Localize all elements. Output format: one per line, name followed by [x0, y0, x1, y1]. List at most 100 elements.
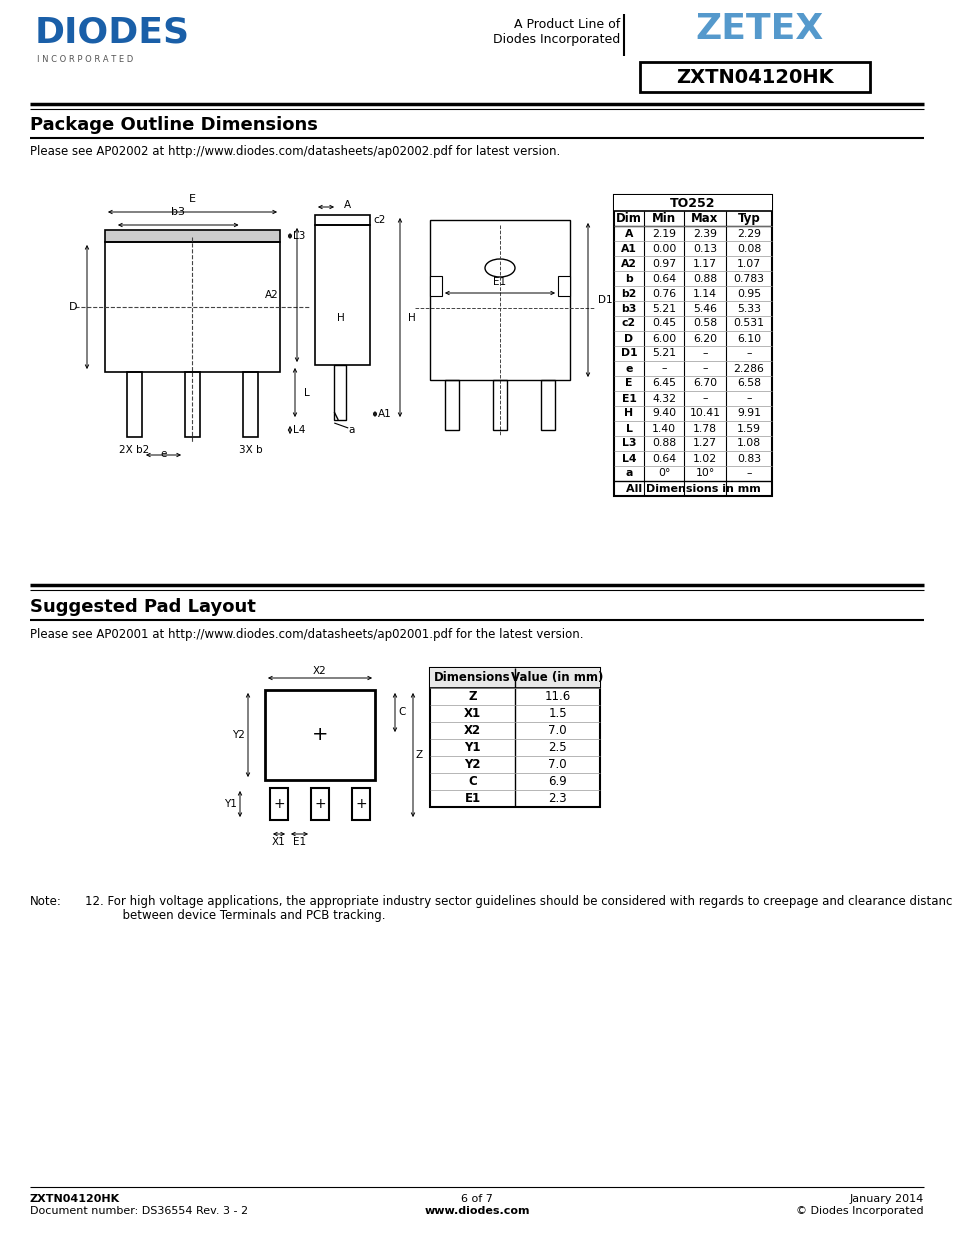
Text: X2: X2	[313, 666, 327, 676]
Bar	[430, 220, 569, 380]
Text: 3X b: 3X b	[238, 445, 262, 454]
Text: –: –	[701, 394, 707, 404]
Bar	[493, 380, 506, 430]
Text: 5.33: 5.33	[737, 304, 760, 314]
Text: –: –	[745, 348, 751, 358]
Bar	[614, 195, 771, 211]
Text: b: b	[624, 273, 632, 284]
Text: 0.00: 0.00	[651, 243, 676, 253]
Text: L3: L3	[293, 231, 305, 241]
Text: 0.76: 0.76	[651, 289, 676, 299]
Text: 0.531: 0.531	[733, 319, 763, 329]
Text: Max: Max	[691, 212, 718, 225]
Bar	[639, 62, 869, 91]
Bar	[127, 372, 142, 437]
Text: 5.21: 5.21	[651, 348, 676, 358]
Text: E: E	[624, 378, 632, 389]
Text: –: –	[745, 468, 751, 478]
Text: Value (in mm): Value (in mm)	[511, 672, 603, 684]
Text: 0.88: 0.88	[692, 273, 717, 284]
Bar	[352, 788, 370, 820]
Text: Y1: Y1	[464, 741, 480, 755]
Text: b2: b2	[620, 289, 636, 299]
Text: 1.08: 1.08	[736, 438, 760, 448]
Text: 0.88: 0.88	[651, 438, 676, 448]
Text: 6.45: 6.45	[651, 378, 676, 389]
Text: Z: Z	[416, 750, 423, 760]
Text: 11.6: 11.6	[544, 690, 570, 703]
Text: A Product Line of: A Product Line of	[514, 19, 619, 31]
Text: e: e	[160, 450, 167, 459]
Bar	[614, 195, 771, 496]
Text: b3: b3	[620, 304, 636, 314]
Text: between device Terminals and PCB tracking.: between device Terminals and PCB trackin…	[85, 909, 385, 923]
Text: X1: X1	[272, 837, 286, 847]
Text: Typ: Typ	[737, 212, 760, 225]
Text: L: L	[625, 424, 632, 433]
Bar	[430, 275, 441, 296]
Text: 5.21: 5.21	[651, 304, 676, 314]
Text: 0°: 0°	[658, 468, 670, 478]
Text: Note:: Note:	[30, 895, 62, 908]
Text: www.diodes.com: www.diodes.com	[424, 1207, 529, 1216]
Text: +: +	[273, 797, 285, 811]
Text: 2.29: 2.29	[737, 228, 760, 238]
Bar	[430, 668, 599, 688]
Text: –: –	[660, 363, 666, 373]
Text: A2: A2	[620, 258, 637, 268]
Text: 1.27: 1.27	[692, 438, 717, 448]
Bar	[185, 372, 200, 437]
Text: 9.91: 9.91	[737, 409, 760, 419]
Bar	[270, 788, 288, 820]
Text: c2: c2	[373, 215, 385, 225]
Text: E1: E1	[621, 394, 636, 404]
Bar	[105, 230, 280, 242]
Text: DIODES: DIODES	[35, 15, 190, 49]
Text: .: .	[178, 15, 187, 43]
Bar	[265, 690, 375, 781]
Bar	[311, 788, 329, 820]
Text: 0.83: 0.83	[736, 453, 760, 463]
Text: 7.0: 7.0	[548, 758, 566, 771]
Text: 1.59: 1.59	[737, 424, 760, 433]
Text: E: E	[189, 194, 195, 204]
Text: ZETEX: ZETEX	[695, 12, 823, 46]
Text: 12. For high voltage applications, the appropriate industry sector guidelines sh: 12. For high voltage applications, the a…	[85, 895, 953, 908]
Text: 1.02: 1.02	[692, 453, 717, 463]
Text: 1.14: 1.14	[692, 289, 717, 299]
Text: a: a	[348, 425, 355, 435]
Text: 10°: 10°	[695, 468, 714, 478]
Text: 0.08: 0.08	[736, 243, 760, 253]
Text: 1.07: 1.07	[736, 258, 760, 268]
Text: ZXTN04120HK: ZXTN04120HK	[676, 68, 833, 86]
Text: 2.5: 2.5	[548, 741, 566, 755]
Text: 9.40: 9.40	[651, 409, 676, 419]
Text: Diodes Incorporated: Diodes Incorporated	[493, 33, 619, 46]
Text: 6.20: 6.20	[692, 333, 717, 343]
Text: 0.58: 0.58	[692, 319, 717, 329]
Text: Please see AP02001 at http://www.diodes.com/datasheets/ap02001.pdf for the lates: Please see AP02001 at http://www.diodes.…	[30, 629, 583, 641]
Text: ZXTN04120HK: ZXTN04120HK	[30, 1194, 120, 1204]
Text: C: C	[468, 776, 476, 788]
Text: Suggested Pad Layout: Suggested Pad Layout	[30, 598, 255, 616]
Text: X1: X1	[463, 706, 480, 720]
Text: © Diodes Incorporated: © Diodes Incorporated	[796, 1207, 923, 1216]
Text: D: D	[69, 303, 77, 312]
Text: +: +	[312, 725, 328, 745]
Text: E1: E1	[493, 277, 506, 287]
Text: +: +	[355, 797, 366, 811]
Text: L4: L4	[621, 453, 636, 463]
Text: E1: E1	[293, 837, 306, 847]
Text: D: D	[624, 333, 633, 343]
Bar	[540, 380, 555, 430]
Text: 2.39: 2.39	[692, 228, 717, 238]
Text: L4: L4	[293, 425, 305, 435]
Text: 1.5: 1.5	[548, 706, 566, 720]
Text: TO252: TO252	[670, 196, 715, 210]
Text: I N C O R P O R A T E D: I N C O R P O R A T E D	[37, 56, 133, 64]
Text: 6.58: 6.58	[737, 378, 760, 389]
Text: A2: A2	[265, 290, 278, 300]
Text: 6 of 7: 6 of 7	[460, 1194, 493, 1204]
Text: X2: X2	[463, 724, 480, 737]
Text: L3: L3	[621, 438, 636, 448]
